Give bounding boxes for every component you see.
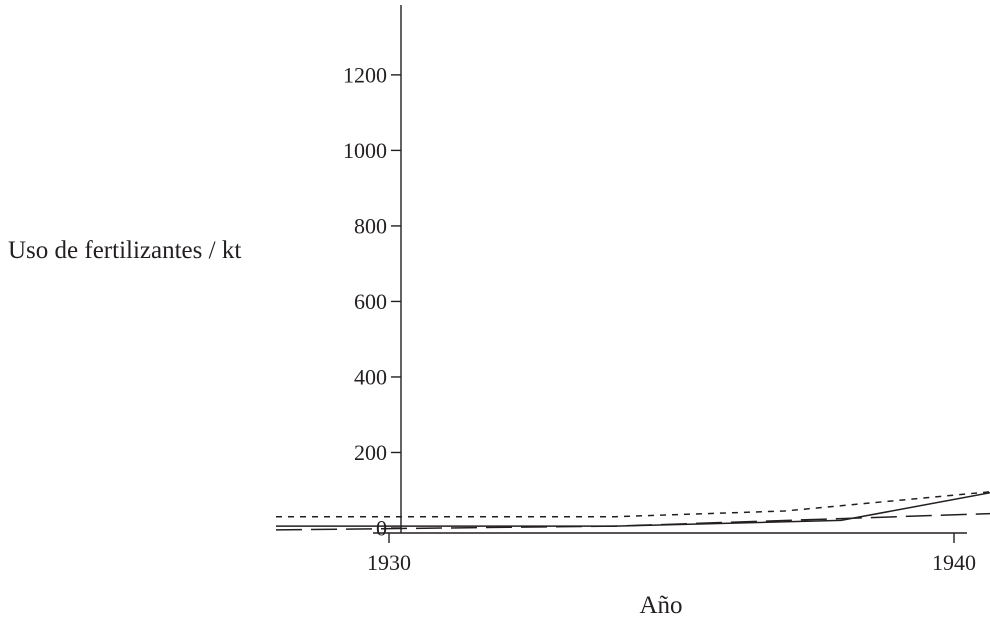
y-axis-title: Uso de fertilizantes / kt: [8, 237, 241, 264]
series-lines: [275, 491, 990, 531]
series-line-k: [275, 512, 990, 531]
y-tick-label: 1000: [343, 138, 387, 163]
y-tick-label: 800: [354, 213, 387, 238]
x-tick-label: 1930: [367, 550, 411, 575]
x-axis-title: Año: [639, 592, 682, 619]
x-axis-ticks: 193019401950196019701980: [367, 533, 976, 575]
series-line-n: [276, 491, 990, 527]
y-tick-label: 400: [354, 364, 387, 389]
x-tick-label: 1940: [932, 550, 976, 575]
y-tick-label: 1200: [343, 62, 387, 87]
series-line-p: [276, 491, 990, 518]
y-tick-label: 600: [354, 289, 387, 314]
y-tick-label: 200: [354, 440, 387, 465]
